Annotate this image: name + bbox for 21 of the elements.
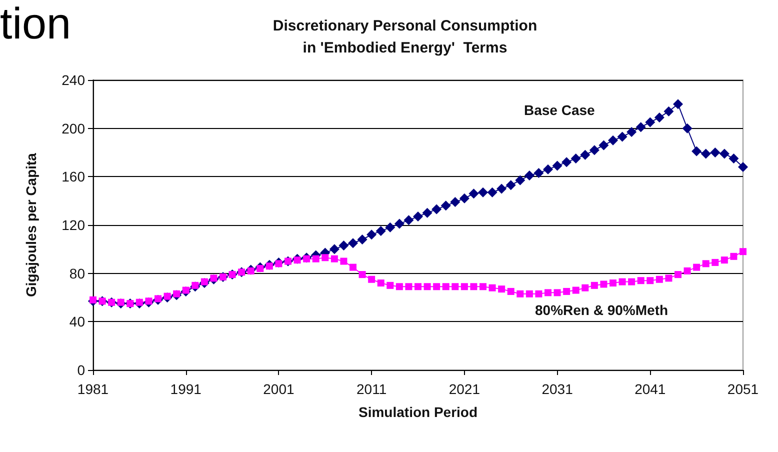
y-tick-label: 240 [62, 72, 86, 88]
y-tick-label: 0 [77, 362, 86, 378]
x-tick-label: 1991 [170, 381, 202, 397]
series-label: Base Case [524, 102, 596, 118]
x-tick-label: 2011 [356, 381, 387, 397]
x-tick-label: 2001 [263, 381, 294, 397]
y-axis-title: Gigajoules per Capita [23, 152, 39, 297]
y-tick-label: 200 [62, 120, 86, 136]
y-tick-label: 160 [62, 168, 86, 185]
x-axis-title: Simulation Period [358, 404, 478, 420]
series-label: 80%Ren & 90%Meth [535, 302, 668, 318]
text: tion [0, 0, 71, 48]
chart-title: Discretionary Personal Consumption in 'Embodied Energy' Terms [272, 18, 538, 56]
x-tick-label: 2051 [727, 381, 759, 397]
x-tick-label: 1981 [77, 381, 109, 397]
y-tick-label: 120 [62, 217, 86, 233]
x-tick-label: 2031 [542, 381, 574, 397]
y-tick-label: 80 [69, 265, 86, 282]
y-tick-label: 40 [69, 314, 86, 330]
x-tick-label: 2041 [634, 381, 666, 397]
x-tick-label: 2021 [448, 381, 480, 397]
